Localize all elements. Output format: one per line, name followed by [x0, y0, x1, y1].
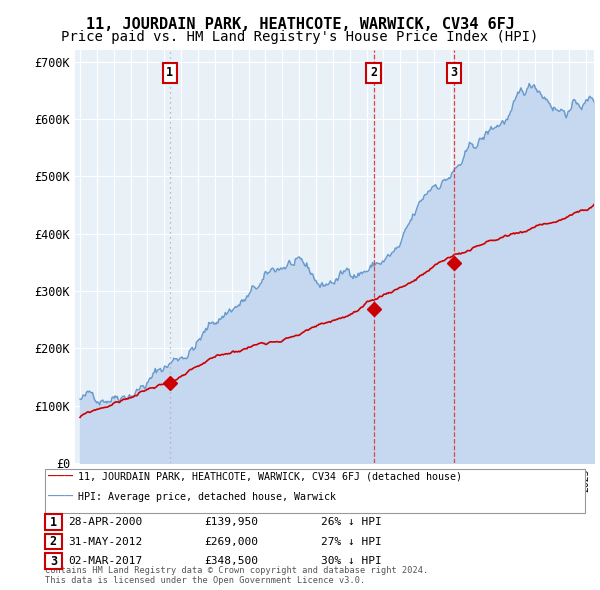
- Text: 1: 1: [166, 66, 173, 80]
- Text: Contains HM Land Registry data © Crown copyright and database right 2024.
This d: Contains HM Land Registry data © Crown c…: [45, 566, 428, 585]
- Text: 28-APR-2000: 28-APR-2000: [68, 517, 142, 527]
- Text: 3: 3: [50, 555, 57, 568]
- Text: 31-MAY-2012: 31-MAY-2012: [68, 537, 142, 546]
- Text: 30% ↓ HPI: 30% ↓ HPI: [321, 556, 382, 566]
- Text: 1: 1: [50, 516, 57, 529]
- Text: ———: ———: [48, 490, 73, 504]
- Text: ———: ———: [48, 470, 73, 483]
- Text: £269,000: £269,000: [204, 537, 258, 546]
- Text: 2: 2: [370, 66, 377, 80]
- Text: 2: 2: [50, 535, 57, 548]
- Text: £348,500: £348,500: [204, 556, 258, 566]
- Text: 3: 3: [450, 66, 457, 80]
- Text: 11, JOURDAIN PARK, HEATHCOTE, WARWICK, CV34 6FJ: 11, JOURDAIN PARK, HEATHCOTE, WARWICK, C…: [86, 17, 514, 31]
- Text: HPI: Average price, detached house, Warwick: HPI: Average price, detached house, Warw…: [78, 492, 336, 502]
- Text: £139,950: £139,950: [204, 517, 258, 527]
- Text: Price paid vs. HM Land Registry's House Price Index (HPI): Price paid vs. HM Land Registry's House …: [61, 30, 539, 44]
- Text: 02-MAR-2017: 02-MAR-2017: [68, 556, 142, 566]
- Text: 11, JOURDAIN PARK, HEATHCOTE, WARWICK, CV34 6FJ (detached house): 11, JOURDAIN PARK, HEATHCOTE, WARWICK, C…: [78, 471, 462, 481]
- Text: 26% ↓ HPI: 26% ↓ HPI: [321, 517, 382, 527]
- Text: 27% ↓ HPI: 27% ↓ HPI: [321, 537, 382, 546]
